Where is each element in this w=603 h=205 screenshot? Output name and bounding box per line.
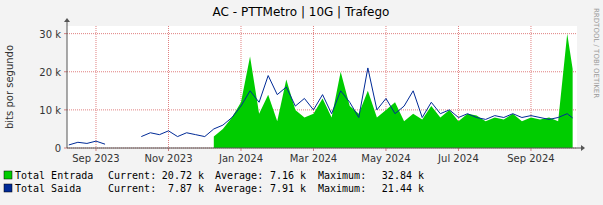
stat-value: 7.87 k [168,183,204,194]
title: AC - PTTMetro | 10G | Trafego [213,5,390,19]
plot-area [67,26,577,148]
tick-label: Nov 2023 [144,153,192,164]
stat-value: 7.16 k [270,170,306,181]
y-label: bits por segundo [4,45,15,129]
plot-marks [69,34,573,148]
watermark: RRDTOOL / TOBI OETIKER [592,8,600,98]
stat-label: Maximum: [318,170,366,181]
area [214,34,573,148]
axis-arrow [64,18,70,22]
legend-label: Total Entrada [15,170,93,181]
background [0,0,603,205]
tick-label: Jul 2024 [437,153,479,164]
line [69,68,573,145]
tick-label: Sep 2023 [72,153,119,164]
stat-value: 21.44 k [382,183,424,194]
tick-label: 0 [55,143,61,154]
tick-label: 10 k [39,105,61,116]
stat-label: Average: [215,170,263,181]
tick-label: Sep 2024 [507,153,554,164]
grid-line [95,26,96,148]
stat-label: Current: [108,170,156,181]
legend-swatch [4,184,12,192]
grid-line [67,33,577,34]
legend-swatch [4,171,12,179]
x-axis [67,148,581,149]
tick-label: May 2024 [361,153,410,164]
stat-label: Maximum: [318,183,366,194]
stat-label: Average: [215,183,263,194]
grid-line [67,71,577,72]
legend-label: Total Saida [15,183,81,194]
tick-label: 30 k [39,29,61,40]
grid-line [168,26,169,148]
axis-arrow [581,145,585,151]
tick-label: Jan 2024 [218,153,263,164]
stat-value: 7.91 k [270,183,306,194]
stat-value: 20.72 k [162,170,204,181]
tick-label: 20 k [39,67,61,78]
chart: 0 10 k 20 k 30 k Sep 2023 Nov 2023 Jan 2024 Mar… [0,0,603,205]
y-axis [67,22,68,148]
tick-label: Mar 2024 [290,153,338,164]
stat-value: 32.84 k [382,170,424,181]
stat-label: Current: [108,183,156,194]
